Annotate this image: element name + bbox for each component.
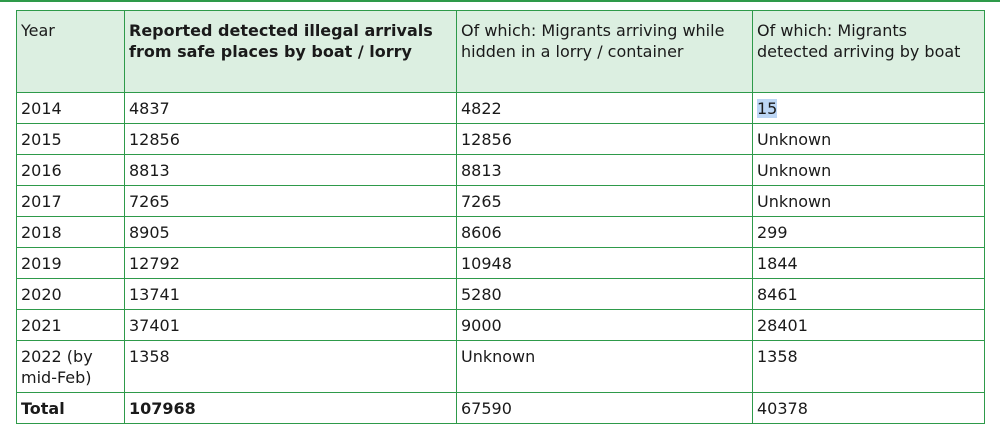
cell-total[interactable]: 13741 (124, 278, 457, 310)
cell-year[interactable]: 2015 (16, 123, 125, 155)
table-row: 2021 37401 9000 28401 (16, 309, 985, 341)
cell-year[interactable]: 2022 (by mid-Feb) (16, 340, 125, 393)
table-row: 2022 (by mid-Feb) 1358 Unknown 1358 (16, 340, 985, 393)
cell-boat[interactable]: 299 (752, 216, 985, 248)
header-boat[interactable]: Of which: Migrants detected arriving by … (752, 10, 985, 93)
header-lorry-container[interactable]: Of which: Migrants arriving while hidden… (456, 10, 753, 93)
cell-lorry[interactable]: 5280 (456, 278, 753, 310)
cell-total[interactable]: 12856 (124, 123, 457, 155)
cell-lorry[interactable]: 8813 (456, 154, 753, 186)
cell-boat[interactable]: Unknown (752, 185, 985, 217)
cell-boat[interactable]: 8461 (752, 278, 985, 310)
table-row: 2019 12792 10948 1844 (16, 247, 985, 279)
cell-lorry[interactable]: 7265 (456, 185, 753, 217)
cell-boat-total[interactable]: 40378 (752, 392, 985, 424)
cell-boat[interactable]: Unknown (752, 123, 985, 155)
cell-total[interactable]: 8905 (124, 216, 457, 248)
cell-lorry[interactable]: Unknown (456, 340, 753, 393)
cell-lorry[interactable]: 8606 (456, 216, 753, 248)
cell-total[interactable]: 1358 (124, 340, 457, 393)
header-reported-arrivals[interactable]: Reported detected illegal arrivals from … (124, 10, 457, 93)
cell-total-label[interactable]: Total (16, 392, 125, 424)
cell-boat[interactable]: 1358 (752, 340, 985, 393)
cell-year[interactable]: 2021 (16, 309, 125, 341)
cell-boat[interactable]: 15 (752, 92, 985, 124)
cell-boat[interactable]: 1844 (752, 247, 985, 279)
cell-lorry[interactable]: 10948 (456, 247, 753, 279)
table-row: 2018 8905 8606 299 (16, 216, 985, 248)
cell-total[interactable]: 7265 (124, 185, 457, 217)
header-year[interactable]: Year (16, 10, 125, 93)
cell-boat[interactable]: 28401 (752, 309, 985, 341)
cell-year[interactable]: 2016 (16, 154, 125, 186)
cell-year[interactable]: 2017 (16, 185, 125, 217)
header-row: Year Reported detected illegal arrivals … (16, 10, 985, 93)
cell-lorry[interactable]: 9000 (456, 309, 753, 341)
cell-lorry[interactable]: 12856 (456, 123, 753, 155)
cell-boat[interactable]: Unknown (752, 154, 985, 186)
migration-arrivals-table: Year Reported detected illegal arrivals … (16, 10, 985, 424)
total-row: Total 107968 67590 40378 (16, 392, 985, 424)
table-row: 2014 4837 4822 15 (16, 92, 985, 124)
top-green-rule (0, 0, 1000, 2)
cell-year[interactable]: 2018 (16, 216, 125, 248)
cell-year[interactable]: 2014 (16, 92, 125, 124)
table-row: 2017 7265 7265 Unknown (16, 185, 985, 217)
table-row: 2016 8813 8813 Unknown (16, 154, 985, 186)
cell-lorry[interactable]: 4822 (456, 92, 753, 124)
cell-year[interactable]: 2020 (16, 278, 125, 310)
cell-total[interactable]: 12792 (124, 247, 457, 279)
table-row: 2015 12856 12856 Unknown (16, 123, 985, 155)
cell-grand-total[interactable]: 107968 (124, 392, 457, 424)
cell-total[interactable]: 4837 (124, 92, 457, 124)
cell-lorry-total[interactable]: 67590 (456, 392, 753, 424)
cell-year[interactable]: 2019 (16, 247, 125, 279)
cell-total[interactable]: 37401 (124, 309, 457, 341)
table-row: 2020 13741 5280 8461 (16, 278, 985, 310)
selected-text[interactable]: 15 (757, 99, 778, 118)
cell-total[interactable]: 8813 (124, 154, 457, 186)
